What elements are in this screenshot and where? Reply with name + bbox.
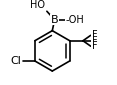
Text: F: F bbox=[91, 36, 97, 46]
Text: HO: HO bbox=[30, 1, 45, 10]
Text: Cl: Cl bbox=[10, 56, 21, 66]
Text: F: F bbox=[91, 41, 97, 51]
Text: B: B bbox=[51, 15, 58, 25]
Text: F: F bbox=[91, 30, 97, 40]
Text: -OH: -OH bbox=[66, 15, 84, 25]
